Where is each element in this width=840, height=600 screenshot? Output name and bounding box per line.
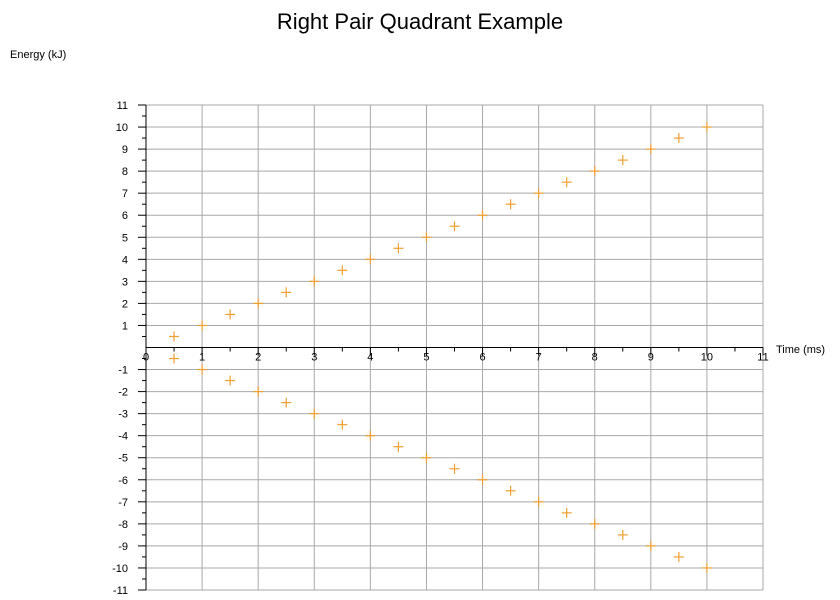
tick-marks bbox=[138, 104, 764, 591]
data-point bbox=[337, 265, 348, 276]
data-point bbox=[645, 540, 656, 551]
data-point bbox=[253, 298, 264, 309]
x-tick-label: 8 bbox=[592, 352, 598, 364]
y-tick-label: -5 bbox=[118, 453, 128, 465]
data-point bbox=[393, 441, 404, 452]
x-tick-label: 5 bbox=[423, 352, 429, 364]
data-point bbox=[533, 188, 544, 199]
data-point bbox=[169, 353, 180, 364]
data-point bbox=[281, 397, 292, 408]
data-point bbox=[477, 474, 488, 485]
y-tick-label: -9 bbox=[118, 541, 128, 553]
y-tick-label: -11 bbox=[113, 585, 128, 597]
data-point bbox=[533, 496, 544, 507]
data-point bbox=[337, 419, 348, 430]
data-point bbox=[421, 452, 432, 463]
data-point bbox=[589, 166, 600, 177]
y-tick-label: -1 bbox=[118, 365, 128, 377]
y-tick-label: 8 bbox=[122, 166, 128, 178]
y-tick-label: -4 bbox=[118, 431, 128, 443]
data-point bbox=[561, 507, 572, 518]
y-tick-label: 7 bbox=[122, 188, 128, 200]
data-point bbox=[197, 320, 208, 331]
x-tick-label: 4 bbox=[367, 352, 373, 364]
data-point bbox=[225, 375, 236, 386]
data-point bbox=[701, 562, 712, 573]
y-tick-label: 3 bbox=[122, 276, 128, 288]
data-point bbox=[645, 144, 656, 155]
y-tick-label: 5 bbox=[122, 232, 128, 244]
data-point bbox=[393, 243, 404, 254]
chart-title: Right Pair Quadrant Example bbox=[276, 9, 564, 34]
data-point bbox=[197, 364, 208, 375]
x-tick-label: 1 bbox=[199, 352, 205, 364]
data-point bbox=[673, 133, 684, 144]
x-tick-label: 0 bbox=[143, 352, 149, 364]
y-tick-label: 11 bbox=[117, 100, 128, 112]
x-tick-label: 11 bbox=[757, 352, 768, 364]
y-tick-label: -3 bbox=[118, 409, 128, 421]
x-tick-label: 9 bbox=[648, 352, 654, 364]
data-points bbox=[169, 122, 712, 573]
data-point bbox=[561, 177, 572, 188]
y-tick-label: 10 bbox=[116, 122, 128, 134]
data-point bbox=[701, 122, 712, 133]
y-tick-label: 6 bbox=[122, 210, 128, 222]
x-tick-label: 2 bbox=[255, 352, 261, 364]
data-point bbox=[225, 309, 236, 320]
data-point bbox=[421, 232, 432, 243]
x-tick-label: 3 bbox=[311, 352, 317, 364]
data-point bbox=[449, 221, 460, 232]
data-point bbox=[589, 518, 600, 529]
data-point bbox=[309, 408, 320, 419]
data-point bbox=[365, 254, 376, 265]
data-point bbox=[281, 287, 292, 298]
y-tick-label: -10 bbox=[112, 563, 128, 575]
x-tick-label: 6 bbox=[479, 352, 485, 364]
y-tick-label: 4 bbox=[122, 254, 128, 266]
data-point bbox=[449, 463, 460, 474]
y-tick-label: -8 bbox=[118, 519, 128, 531]
data-point bbox=[365, 430, 376, 441]
data-point bbox=[617, 529, 628, 540]
data-point bbox=[673, 551, 684, 562]
y-tick-label: 9 bbox=[122, 144, 128, 156]
data-point bbox=[309, 276, 320, 287]
data-point bbox=[477, 210, 488, 221]
x-tick-label: 7 bbox=[536, 352, 542, 364]
y-axis-label: Energy (kJ) bbox=[10, 49, 67, 61]
y-tick-label: -7 bbox=[118, 497, 128, 509]
data-point bbox=[617, 155, 628, 166]
y-tick-label: -2 bbox=[118, 387, 128, 399]
data-point bbox=[253, 386, 264, 397]
y-tick-label: -6 bbox=[118, 475, 128, 487]
data-point bbox=[505, 199, 516, 210]
y-tick-label: 1 bbox=[122, 320, 128, 332]
data-point bbox=[505, 485, 516, 496]
data-point bbox=[169, 331, 180, 342]
x-axis-label: Time (ms) bbox=[776, 344, 825, 356]
y-tick-label: 2 bbox=[122, 298, 128, 310]
x-tick-label: 10 bbox=[701, 352, 713, 364]
